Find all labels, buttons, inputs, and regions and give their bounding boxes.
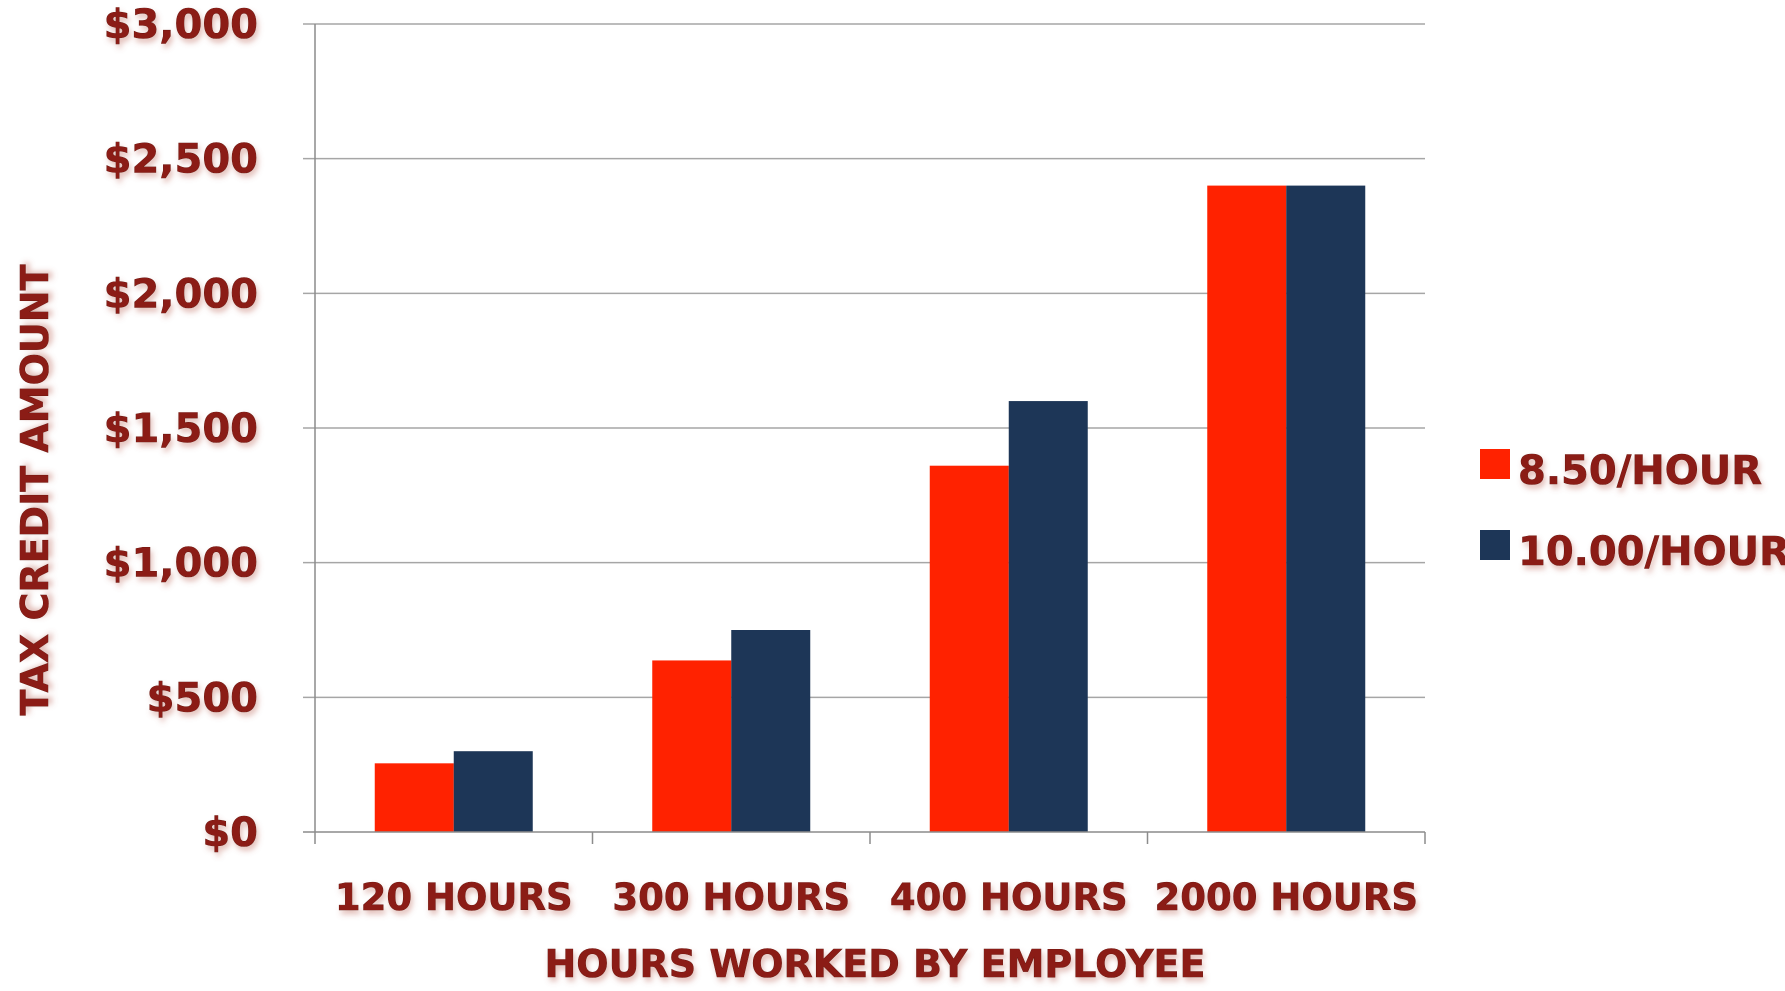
legend-label-series-1: 8.50/HOUR	[1518, 448, 1762, 494]
x-tick-label: 400 HOURS	[890, 876, 1128, 919]
bar-1	[374, 763, 454, 832]
axes	[303, 24, 1426, 844]
y-tick-label: $3,000	[104, 2, 258, 48]
bar-1	[1207, 185, 1287, 833]
legend-swatch-series-2	[1480, 530, 1510, 560]
x-tick-label: 2000 HOURS	[1155, 876, 1418, 919]
x-tick-label: 120 HOURS	[335, 876, 573, 919]
legend: 8.50/HOUR 10.00/HOUR	[1480, 448, 1785, 575]
y-tick-label: $2,000	[104, 271, 258, 317]
y-tick-label: $1,000	[104, 541, 258, 587]
bar-2	[1008, 401, 1088, 832]
y-tick-label: $500	[147, 675, 258, 721]
bar-1	[652, 660, 732, 832]
x-axis-title: HOURS WORKED BY EMPLOYEE	[545, 942, 1206, 986]
bar-2	[453, 751, 533, 832]
bars	[374, 185, 1366, 833]
y-tick-label: $0	[202, 810, 258, 856]
bar-2	[1286, 185, 1366, 833]
y-tick-label: $1,500	[104, 406, 258, 452]
y-tick-labels: $0 $500 $1,000 $1,500 $2,000 $2,500 $3,000	[103, 2, 258, 857]
y-axis-title: TAX CREDIT AMOUNT	[13, 264, 57, 715]
x-tick-label: 300 HOURS	[612, 876, 850, 919]
x-tick-labels: 120 HOURS 300 HOURS 400 HOURS 2000 HOURS	[335, 876, 1419, 920]
bar-1	[929, 465, 1009, 832]
bar-2	[731, 630, 811, 832]
legend-swatch-series-1	[1480, 449, 1510, 479]
legend-label-series-2: 10.00/HOUR	[1518, 529, 1785, 575]
y-tick-label: $2,500	[104, 137, 258, 183]
